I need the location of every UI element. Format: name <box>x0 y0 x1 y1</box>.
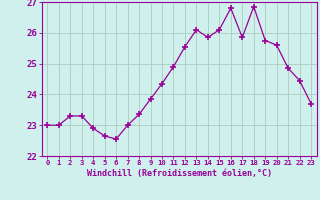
X-axis label: Windchill (Refroidissement éolien,°C): Windchill (Refroidissement éolien,°C) <box>87 169 272 178</box>
